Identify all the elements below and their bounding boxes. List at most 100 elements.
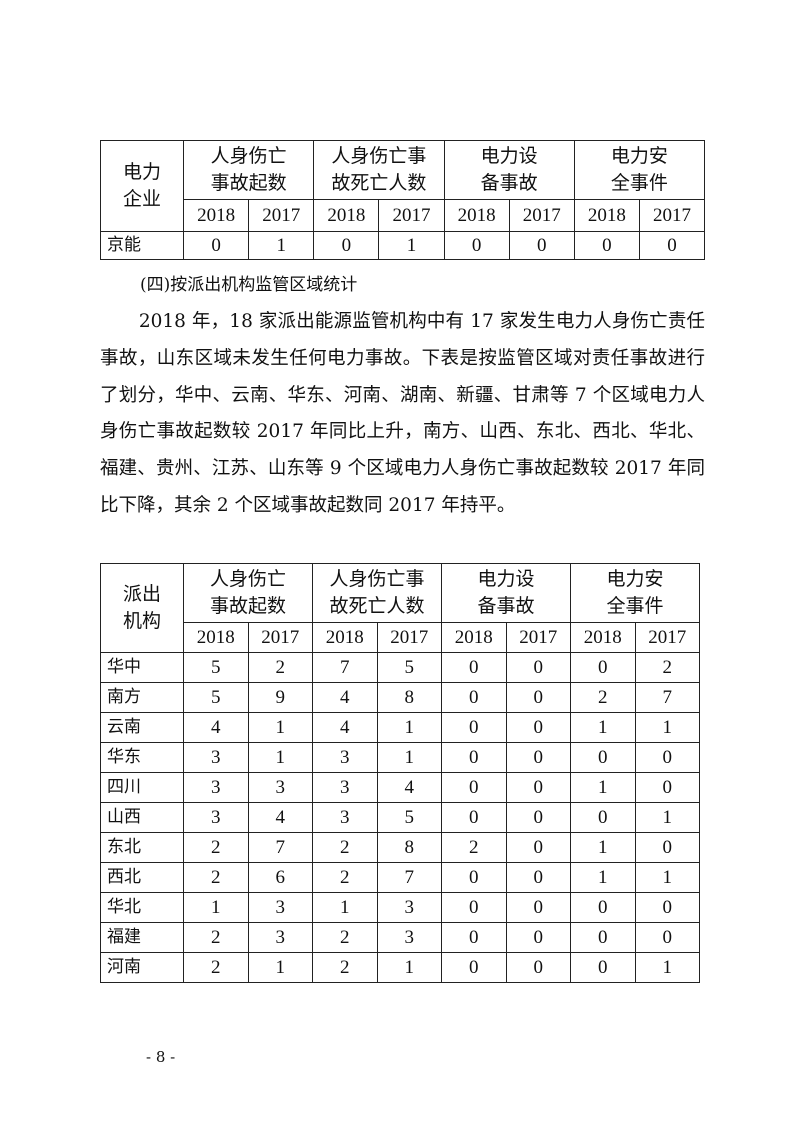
table-cell: 9 — [247, 682, 313, 713]
year-header: 2018 — [313, 199, 380, 232]
row-label: 东北 — [100, 832, 184, 863]
table-cell: 2 — [312, 862, 378, 893]
table-row: 山西 3 4 3 5 0 0 0 1 — [100, 802, 700, 833]
table-cell: 7 — [312, 652, 378, 683]
table-cell: 6 — [247, 862, 313, 893]
table-cell: 5 — [376, 652, 442, 683]
table-cell: 2 — [312, 952, 378, 983]
table-cell: 1 — [570, 772, 636, 803]
year-header: 2017 — [248, 199, 315, 232]
table-cell: 0 — [443, 231, 510, 260]
table-cell: 1 — [378, 231, 445, 260]
table-cell: 0 — [441, 682, 507, 713]
table-row: 东北 2 7 2 8 2 0 1 0 — [100, 832, 700, 863]
column-group-header: 电力设 备事故 — [443, 140, 575, 200]
table-cell: 4 — [312, 712, 378, 743]
table-cell: 5 — [183, 682, 249, 713]
year-header: 2017 — [508, 199, 575, 232]
table-row: 福建 2 3 2 3 0 0 0 0 — [100, 922, 700, 953]
year-header: 2018 — [441, 622, 507, 653]
table-cell: 0 — [505, 832, 571, 863]
table-cell: 0 — [441, 952, 507, 983]
year-header: 2018 — [570, 622, 636, 653]
table-cell: 0 — [441, 922, 507, 953]
table-cell: 0 — [638, 231, 706, 260]
year-header: 2018 — [182, 199, 250, 232]
table-cell: 3 — [183, 802, 249, 833]
year-header: 2017 — [634, 622, 700, 653]
table-row: 京能 0 1 0 1 0 0 0 0 — [100, 231, 706, 260]
table-row: 河南 2 1 2 1 0 0 0 1 — [100, 952, 700, 983]
table-cell: 1 — [634, 802, 700, 833]
table-cell: 2 — [441, 832, 507, 863]
table-cell: 2 — [312, 922, 378, 953]
table-cell: 0 — [573, 231, 640, 260]
table-cell: 1 — [634, 712, 700, 743]
section-heading: (四)按派出机构监管区域统计 — [140, 275, 358, 295]
table-cell: 1 — [570, 712, 636, 743]
table-cell: 0 — [505, 862, 571, 893]
row-label: 河南 — [100, 952, 184, 983]
year-header: 2017 — [247, 622, 313, 653]
year-header: 2017 — [378, 199, 445, 232]
table-cell: 0 — [441, 802, 507, 833]
table-row: 华中 5 2 7 5 0 0 0 2 — [100, 652, 700, 683]
table-cell: 0 — [505, 922, 571, 953]
table-cell: 3 — [247, 922, 313, 953]
table-cell: 0 — [313, 231, 380, 260]
column-group-header: 人身伤亡 事故起数 — [183, 563, 313, 623]
column-group-header: 人身伤亡 事故起数 — [182, 140, 315, 200]
table-cell: 5 — [183, 652, 249, 683]
table-cell: 1 — [570, 832, 636, 863]
table-cell: 3 — [312, 742, 378, 773]
table-cell: 0 — [570, 952, 636, 983]
column-group-header: 电力安 全事件 — [573, 140, 706, 200]
row-label: 京能 — [100, 231, 184, 260]
table-cell: 3 — [376, 892, 442, 923]
table-cell: 0 — [634, 772, 700, 803]
table-cell: 1 — [312, 892, 378, 923]
table-cell: 0 — [505, 952, 571, 983]
table-cell: 0 — [508, 231, 575, 260]
table-cell: 0 — [570, 802, 636, 833]
office-header: 派出 机构 — [100, 563, 184, 653]
enterprise-header: 电力 企业 — [100, 140, 184, 232]
table-cell: 0 — [441, 742, 507, 773]
table-cell: 3 — [312, 772, 378, 803]
row-label: 四川 — [100, 772, 184, 803]
table-row: 华北 1 3 1 3 0 0 0 0 — [100, 892, 700, 923]
table-cell: 5 — [376, 802, 442, 833]
table-cell: 2 — [312, 832, 378, 863]
table-cell: 1 — [247, 742, 313, 773]
table-row: 四川 3 3 3 4 0 0 1 0 — [100, 772, 700, 803]
table-cell: 0 — [570, 742, 636, 773]
table-cell: 1 — [570, 862, 636, 893]
table-cell: 3 — [247, 892, 313, 923]
table-cell: 0 — [570, 922, 636, 953]
table-cell: 0 — [634, 742, 700, 773]
table-cell: 4 — [376, 772, 442, 803]
table-row: 西北 2 6 2 7 0 0 1 1 — [100, 862, 700, 893]
row-label: 华东 — [100, 742, 184, 773]
table-cell: 3 — [376, 922, 442, 953]
column-group-header: 电力设 备事故 — [441, 563, 571, 623]
year-header: 2018 — [573, 199, 640, 232]
table-row: 云南 4 1 4 1 0 0 1 1 — [100, 712, 700, 743]
table-cell: 0 — [505, 892, 571, 923]
table-cell: 0 — [634, 892, 700, 923]
table-cell: 0 — [441, 652, 507, 683]
table-cell: 3 — [183, 742, 249, 773]
table-cell: 0 — [634, 832, 700, 863]
table-cell: 0 — [505, 682, 571, 713]
table-row: 南方 5 9 4 8 0 0 2 7 — [100, 682, 700, 713]
row-label: 云南 — [100, 712, 184, 743]
row-label: 山西 — [100, 802, 184, 833]
table-cell: 1 — [247, 952, 313, 983]
column-group-header: 人身伤亡事 故死亡人数 — [313, 140, 445, 200]
table-cell: 1 — [248, 231, 315, 260]
table-cell: 3 — [247, 772, 313, 803]
table-cell: 1 — [376, 742, 442, 773]
table-cell: 1 — [183, 892, 249, 923]
table-cell: 0 — [182, 231, 250, 260]
table-cell: 0 — [441, 712, 507, 743]
